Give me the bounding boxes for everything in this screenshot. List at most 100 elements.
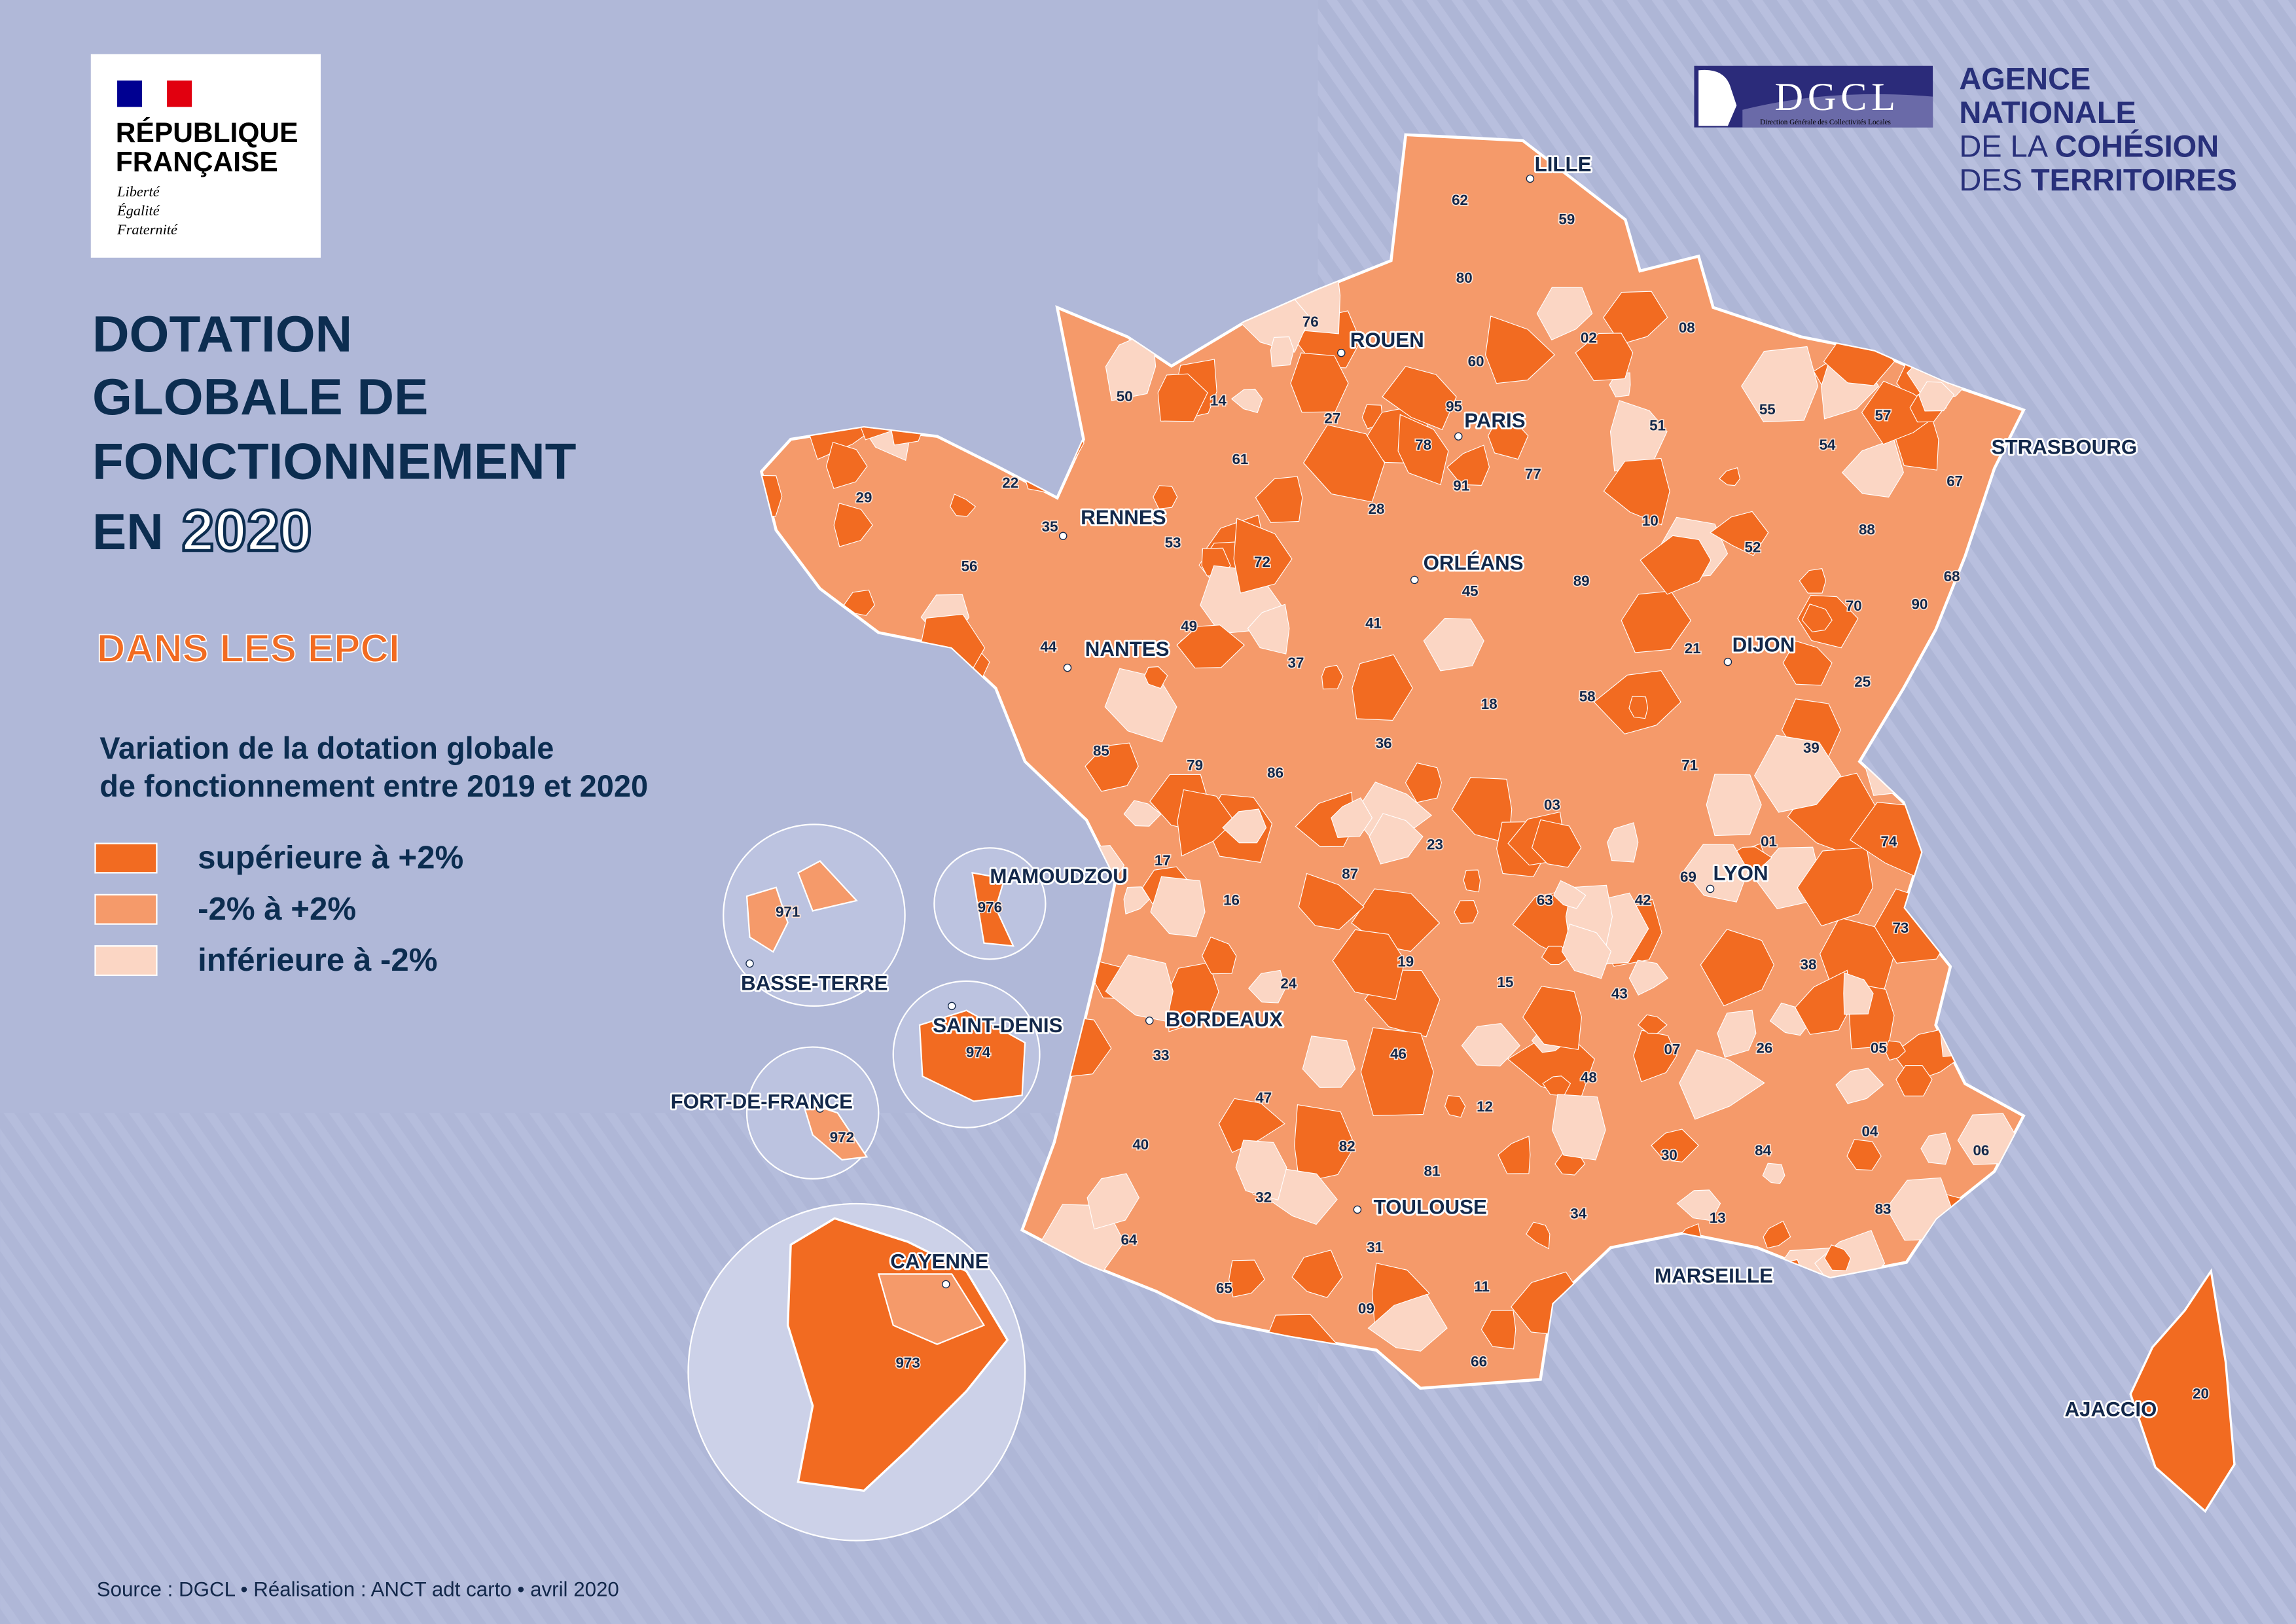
department-code: 38 xyxy=(1801,956,1817,973)
department-code: 03 xyxy=(1544,797,1560,813)
epci-area xyxy=(1575,333,1634,382)
epci-area xyxy=(1230,388,1263,414)
city-label: ROUEN xyxy=(1350,329,1424,352)
city-dot-icon xyxy=(947,1001,956,1011)
department-code: 59 xyxy=(1558,211,1575,227)
epci-area xyxy=(1553,880,1587,909)
department-code: 85 xyxy=(1093,742,1109,759)
department-code: 32 xyxy=(1255,1189,1272,1206)
department-code: 81 xyxy=(1424,1163,1441,1179)
epci-area xyxy=(1235,1140,1287,1201)
department-code: 69 xyxy=(1680,869,1696,885)
department-code: 54 xyxy=(1820,437,1836,453)
epci-area xyxy=(1454,900,1479,924)
epci-area xyxy=(1218,1098,1285,1153)
epci-area xyxy=(1255,476,1303,524)
department-code: 34 xyxy=(1570,1205,1587,1221)
city-label: LYON xyxy=(1713,862,1768,885)
city-label: FORT-DE-FRANCE xyxy=(671,1091,853,1113)
department-code: 91 xyxy=(1453,477,1469,494)
department-code: 39 xyxy=(1803,740,1820,756)
rf-motto-2: Égalité xyxy=(117,202,160,219)
epci-area xyxy=(1222,808,1267,844)
department-code: 52 xyxy=(1745,539,1761,555)
epci-area xyxy=(1700,929,1775,1007)
city-label: MAMOUDZOU xyxy=(990,865,1127,888)
overseas-insets xyxy=(687,823,1047,1542)
epci-area xyxy=(825,441,868,490)
department-code: 55 xyxy=(1759,401,1776,418)
department-code: 27 xyxy=(1324,410,1340,427)
city-dot-icon xyxy=(1454,432,1463,441)
city-label: PARIS xyxy=(1464,409,1525,432)
department-code: 88 xyxy=(1859,522,1875,538)
department-code: 70 xyxy=(1846,598,1862,614)
epci-area xyxy=(1086,1173,1139,1230)
department-code: 50 xyxy=(1117,388,1133,405)
city-dot-icon xyxy=(1410,575,1419,585)
epci-area xyxy=(1651,1128,1699,1163)
legend: Variation de la dotation globale de fonc… xyxy=(94,731,648,978)
department-code: 49 xyxy=(1181,618,1197,634)
department-code: 87 xyxy=(1342,865,1358,882)
city-label: ORLÉANS xyxy=(1424,551,1524,574)
page-title: DOTATION GLOBALE DE FONCTIONNEMENT EN 20… xyxy=(92,305,576,564)
department-code: 62 xyxy=(1452,192,1468,208)
department-code: 972 xyxy=(830,1129,854,1146)
epci-area xyxy=(1423,617,1484,672)
epci-area xyxy=(1640,535,1712,595)
department-code: 60 xyxy=(1468,353,1484,369)
anct-line4-light: DES xyxy=(1959,162,2031,197)
epci-area xyxy=(1861,380,1942,445)
department-labels: 62 59 80 76 02 08 60 50 14 27 95 51 55 57 54 67 29 22 61 78… xyxy=(774,191,2210,1403)
city-label: NANTES xyxy=(1085,638,1170,660)
epci-area xyxy=(1628,696,1649,719)
epci-area xyxy=(1628,960,1668,996)
epci-area xyxy=(1488,420,1529,460)
department-code: 37 xyxy=(1288,655,1304,671)
department-code: 67 xyxy=(1946,473,1963,490)
department-code: 56 xyxy=(961,558,978,574)
department-code: 11 xyxy=(1474,1278,1490,1295)
epci-area xyxy=(1706,773,1762,837)
epci-area xyxy=(1485,316,1556,384)
department-code: 19 xyxy=(1397,954,1414,970)
epci-area xyxy=(1331,797,1373,839)
epci-area xyxy=(1637,1014,1668,1034)
epci-area xyxy=(1884,1040,1906,1061)
epci-area xyxy=(1176,624,1246,669)
department-code: 28 xyxy=(1369,501,1385,517)
department-code: 976 xyxy=(978,899,1002,916)
corsica-region xyxy=(2129,1268,2236,1513)
department-code: 13 xyxy=(1710,1210,1726,1226)
epci-area xyxy=(950,494,977,517)
department-code: 23 xyxy=(1427,837,1443,853)
marianne-icon xyxy=(1698,69,1737,126)
epci-area xyxy=(1679,1049,1765,1120)
department-code: 24 xyxy=(1280,975,1297,992)
epci-area xyxy=(1294,1104,1355,1183)
department-code: 07 xyxy=(1664,1041,1680,1058)
city-label: BORDEAUX xyxy=(1166,1008,1283,1031)
epci-area xyxy=(1801,604,1833,632)
svg-text:DES TERRITOIRES: DES TERRITOIRES xyxy=(1959,162,2237,197)
department-code: 84 xyxy=(1755,1142,1771,1159)
anct-line3-light: DE LA xyxy=(1959,128,2054,163)
legend-label-low: inférieure à -2% xyxy=(198,942,437,978)
department-code: 44 xyxy=(1040,639,1056,655)
epci-area xyxy=(1763,1220,1791,1249)
epci-area xyxy=(1843,972,1874,1015)
rf-motto-3: Fraternité xyxy=(117,221,178,238)
department-code: 86 xyxy=(1267,765,1283,781)
epci-area xyxy=(1177,789,1235,857)
epci-area xyxy=(1270,336,1295,367)
epci-area xyxy=(1463,869,1481,893)
epci-area xyxy=(1123,800,1162,827)
epci-area xyxy=(1367,1293,1448,1352)
city-label: BASSE-TERRE xyxy=(741,971,888,994)
department-code: 33 xyxy=(1153,1047,1170,1064)
epci-area xyxy=(1268,1168,1338,1225)
republique-francaise-logo: RÉPUBLIQUE FRANÇAISE Liberté Égalité Fra… xyxy=(90,54,321,258)
epci-area xyxy=(1405,762,1442,803)
rf-line1: RÉPUBLIQUE xyxy=(116,117,298,149)
